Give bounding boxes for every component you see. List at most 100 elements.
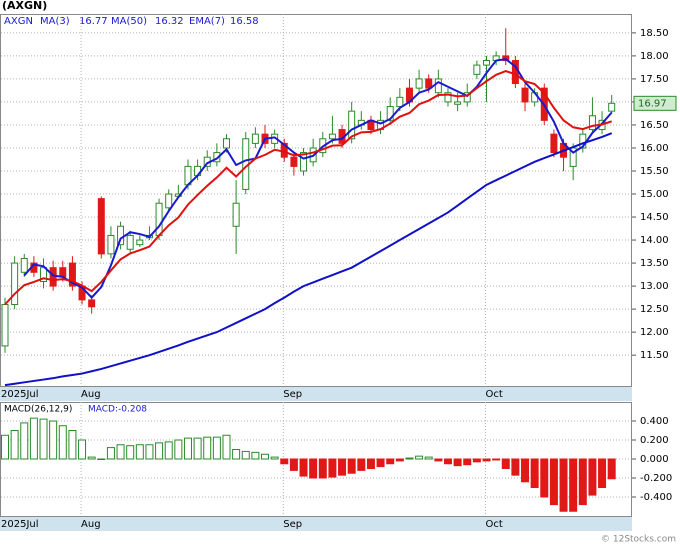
y-tick-label: 18.50 (640, 28, 669, 39)
macd-bar (58, 425, 67, 460)
candle-body (107, 234, 115, 255)
macd-bar (607, 458, 616, 480)
macd-bar (39, 418, 48, 460)
macd-bar (443, 458, 452, 465)
legend-value: 16.58 (230, 16, 259, 27)
macd-bar (549, 458, 558, 506)
macd-bar (10, 430, 19, 460)
macd-bar (68, 430, 77, 460)
legend-label: MA(3) (40, 16, 70, 27)
macd-bar (559, 458, 568, 512)
macd-bar (405, 457, 414, 460)
y-tick-label: 18.00 (640, 51, 669, 62)
macd-bar (155, 442, 164, 460)
macd-bar (386, 458, 395, 465)
macd-bar (164, 441, 173, 460)
macd-bar (598, 458, 607, 488)
macd-bar (463, 458, 472, 466)
candle-body (59, 267, 67, 278)
candle-body (126, 234, 134, 250)
candle-body (290, 156, 298, 167)
macd-bar (309, 458, 318, 479)
macd-bar (415, 455, 424, 460)
macd-bar (328, 458, 337, 478)
y-tick-label: 0.200 (640, 435, 669, 446)
y-tick-label: 14.50 (640, 212, 669, 223)
macd-bar (492, 458, 501, 461)
candle-body (328, 133, 336, 140)
macd-bar (521, 458, 530, 483)
macd-bar (135, 444, 144, 460)
macd-bar (126, 445, 135, 460)
macd-title: MACD(26,12,9) (4, 405, 72, 415)
macd-bar (376, 458, 385, 468)
candle-body (386, 106, 394, 121)
macd-bar (482, 458, 491, 462)
macd-bar (453, 458, 462, 467)
y-tick-label: 11.50 (640, 350, 669, 361)
candle-body (415, 78, 423, 89)
macd-bar (540, 458, 549, 498)
candle-body (1, 304, 9, 347)
candle-body (232, 202, 240, 227)
macd-bar (395, 458, 404, 462)
macd-bar (203, 436, 212, 460)
watermark: © 12Stocks.com (601, 535, 676, 545)
candle-body (117, 225, 125, 246)
y-tick-label: 15.50 (640, 166, 669, 177)
x-tick-label: Oct (486, 519, 503, 530)
macd-bar (193, 437, 202, 460)
y-tick-label: 17.50 (640, 74, 669, 85)
macd-bar (424, 456, 433, 460)
macd-bar (78, 439, 87, 460)
x-tick-label: Aug (81, 519, 101, 530)
macd-bar (222, 434, 231, 460)
macd-bar (289, 458, 298, 471)
x-tick-label: 2025Jul (1, 389, 39, 400)
candle-body (165, 193, 173, 209)
y-tick-label: 15.00 (640, 189, 669, 200)
panel-layer: 11.50 12.00 12.50 13.00 13.50 14.00 14.50 15.00… (1, 14, 669, 400)
candle-body (11, 262, 19, 306)
macd-readout: MACD:-0.208 (88, 405, 147, 415)
macd-bar (299, 458, 308, 477)
macd-bar (87, 456, 96, 460)
macd-bar (318, 458, 327, 479)
macd-bar (183, 437, 192, 460)
macd-bar (212, 436, 221, 460)
macd-bar (145, 444, 154, 460)
macd-bar (280, 458, 289, 465)
macd-bar (251, 451, 260, 460)
candle-body (454, 101, 462, 105)
last-price: 16.97 (638, 98, 667, 109)
macd-bar (530, 458, 539, 488)
date-strip (0, 387, 632, 401)
y-tick-label: 0.000 (640, 454, 669, 465)
macd-bar (511, 458, 520, 476)
macd-bar (49, 420, 58, 460)
ticker: AXGN (4, 16, 33, 27)
macd-bar (338, 458, 347, 476)
candle-body (550, 133, 558, 154)
candle-body (434, 78, 442, 94)
macd-bar (1, 434, 9, 460)
x-tick-label: Sep (283, 389, 302, 400)
macd-bar (20, 422, 29, 460)
x-tick-label: Sep (283, 519, 302, 530)
candle-body (425, 78, 433, 89)
y-tick-label: -0.400 (640, 492, 672, 503)
candle-body (483, 60, 490, 66)
macd-bar (366, 458, 375, 469)
macd-bar (29, 417, 38, 460)
legend-value: 16.77 (79, 16, 108, 27)
y-tick-label: 13.50 (640, 258, 669, 269)
chart-title: (AXGN) (2, 0, 47, 12)
y-tick-label: 14.00 (640, 235, 669, 246)
macd-bar (347, 458, 356, 474)
y-tick-label: 0.400 (640, 416, 669, 427)
macd-bar (116, 444, 125, 460)
price-panel (0, 14, 632, 387)
candle-body (20, 257, 28, 273)
macd-bar (270, 456, 279, 460)
y-tick-label: 16.00 (640, 143, 669, 154)
